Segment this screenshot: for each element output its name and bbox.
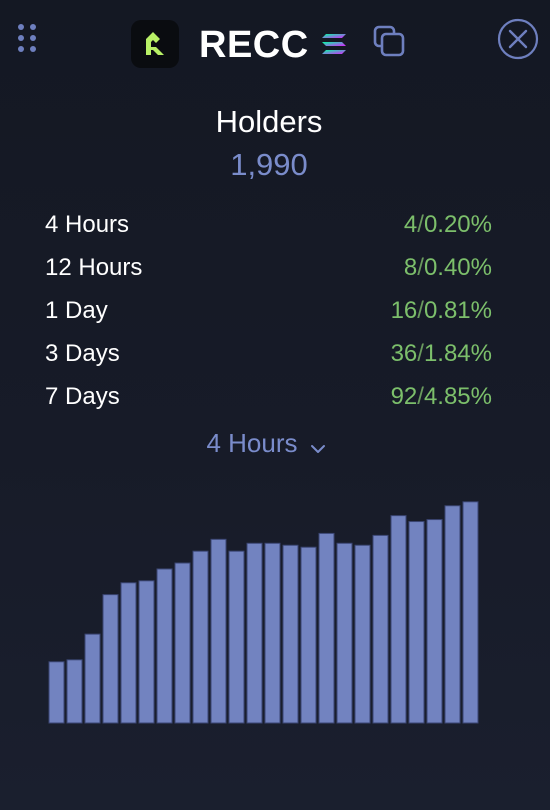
chart-bar [138, 580, 155, 724]
stat-percent: 0.40% [423, 254, 492, 281]
chart-bar [300, 546, 317, 724]
period-dropdown[interactable]: 4 Hours [0, 428, 532, 461]
holders-bar-chart [48, 501, 479, 724]
stat-count: 16 [390, 297, 418, 324]
stat-row: 1 Day 16/0.81% [45, 292, 492, 335]
solana-chain-icon [321, 33, 347, 55]
chart-bar [210, 538, 227, 724]
stat-count: 36 [390, 340, 418, 367]
stat-value: 8/0.40% [403, 254, 492, 281]
close-button[interactable] [497, 18, 539, 60]
chart-bar [48, 661, 65, 724]
chart-bar [264, 542, 281, 724]
chart-bar [444, 505, 461, 724]
chart-bar [408, 521, 425, 724]
chart-bar [192, 550, 209, 724]
token-logo-icon [131, 20, 179, 68]
stat-percent: 4.85% [423, 383, 492, 410]
token-symbol: RECC [199, 24, 309, 66]
chart-bar [372, 534, 389, 724]
close-icon [497, 18, 539, 60]
stat-count: 92 [390, 383, 418, 410]
stat-row: 7 Days 92/4.85% [45, 378, 492, 421]
holders-title: Holders [215, 104, 323, 139]
stat-label: 3 Days [45, 340, 120, 367]
stat-row: 12 Hours 8/0.40% [45, 249, 492, 292]
chart-bar [246, 542, 263, 724]
stat-label: 12 Hours [45, 254, 143, 281]
chart-bar [174, 562, 191, 724]
chart-bar [102, 594, 119, 724]
period-dropdown-label: 4 Hours [206, 428, 298, 458]
drag-handle-icon[interactable] [18, 24, 38, 54]
chevron-down-icon [310, 430, 326, 461]
chart-bar [390, 515, 407, 724]
stat-value: 16/0.81% [390, 297, 492, 324]
stat-label: 4 Hours [45, 211, 130, 238]
stat-label: 7 Days [45, 383, 120, 410]
stat-percent: 0.81% [423, 297, 492, 324]
stat-percent: 1.84% [423, 340, 492, 367]
stat-count: 8 [403, 254, 418, 281]
chart-bar [318, 532, 335, 724]
chart-bar [66, 659, 83, 724]
chart-bar [282, 544, 299, 724]
stat-value: 4/0.20% [403, 211, 492, 238]
chart-bar [354, 544, 371, 724]
chart-bar [156, 568, 173, 724]
stat-row: 4 Hours 4/0.20% [45, 206, 492, 249]
copy-icon[interactable] [372, 24, 406, 58]
stat-row: 3 Days 36/1.84% [45, 335, 492, 378]
stat-percent: 0.20% [423, 211, 492, 238]
chart-bar [426, 519, 443, 724]
chart-bar [84, 633, 101, 724]
stat-value: 36/1.84% [390, 340, 492, 367]
stat-label: 1 Day [45, 297, 108, 324]
chart-bar [120, 582, 137, 724]
holders-count: 1,990 [230, 147, 308, 182]
chart-bar [336, 542, 353, 724]
stat-count: 4 [403, 211, 418, 238]
holder-change-stats: 4 Hours 4/0.20% 12 Hours 8/0.40% 1 Day 1… [45, 206, 492, 421]
chart-bar [228, 550, 245, 724]
chart-bar [462, 501, 479, 724]
stat-value: 92/4.85% [390, 383, 492, 410]
